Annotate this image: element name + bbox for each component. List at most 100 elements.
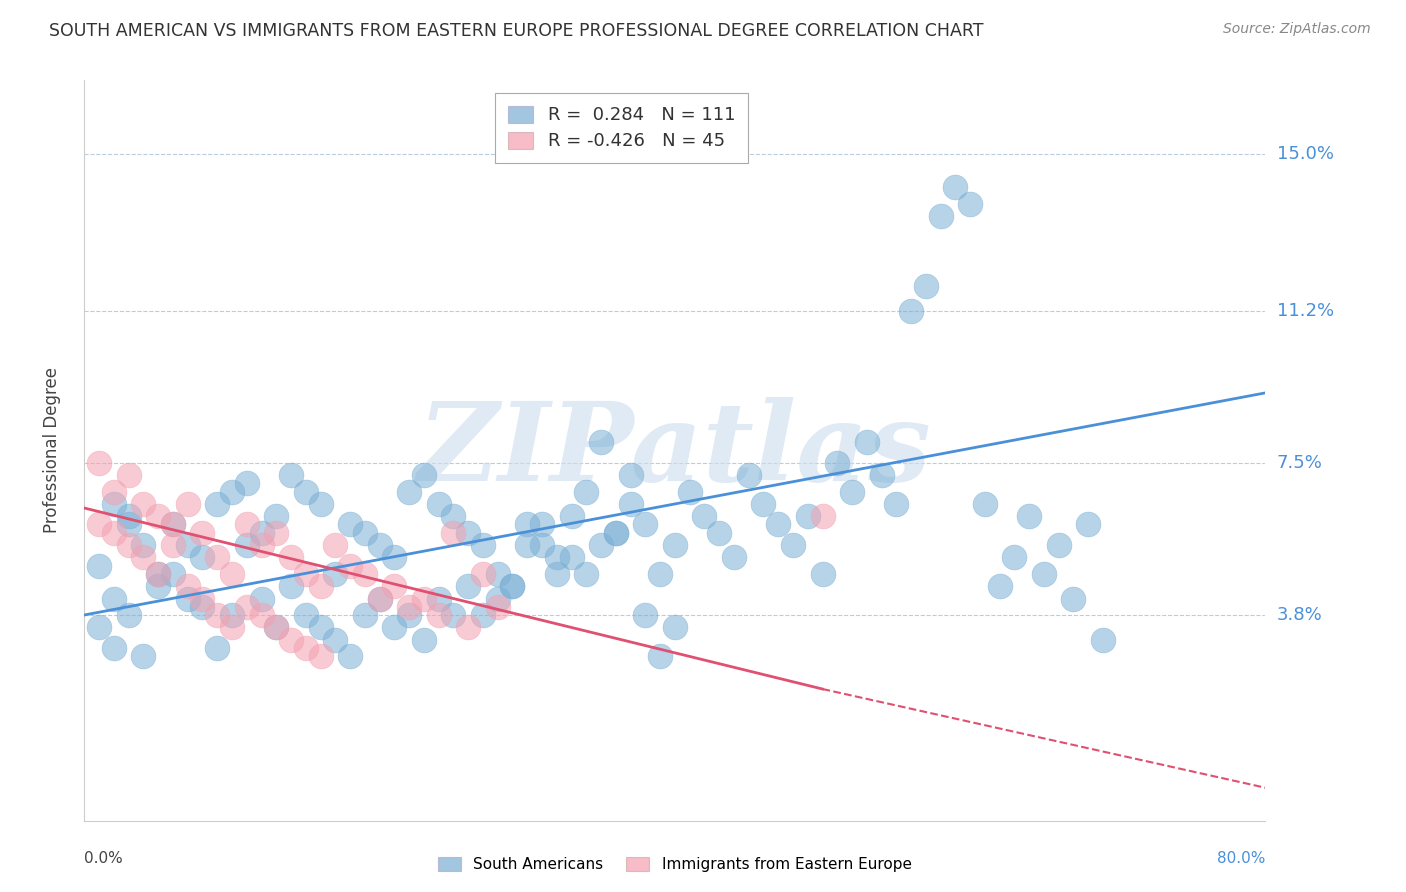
Point [811, 566, 834, 581]
Point [207, 550, 229, 565]
Point [988, 579, 1011, 593]
Point [516, 517, 538, 532]
Point [280, 579, 302, 593]
Point [486, 599, 509, 614]
Point [856, 435, 879, 450]
Point [177, 591, 200, 606]
Point [266, 620, 288, 634]
Point [354, 566, 377, 581]
Point [1077, 517, 1099, 532]
Point [605, 525, 627, 540]
Point [620, 468, 643, 483]
Text: 15.0%: 15.0% [1277, 145, 1333, 163]
Point [148, 579, 170, 593]
Point [295, 607, 318, 622]
Point [325, 566, 347, 581]
Point [546, 566, 568, 581]
Text: 7.5%: 7.5% [1277, 454, 1323, 472]
Point [768, 517, 790, 532]
Point [443, 509, 465, 524]
Point [325, 538, 347, 552]
Point [561, 550, 583, 565]
Point [1047, 538, 1070, 552]
Point [103, 640, 125, 655]
Point [723, 550, 745, 565]
Point [132, 649, 155, 664]
Point [531, 517, 554, 532]
Point [103, 525, 125, 540]
Point [634, 517, 657, 532]
Point [87, 456, 111, 470]
Point [679, 484, 702, 499]
Point [738, 468, 761, 483]
Point [472, 566, 495, 581]
Point [87, 517, 111, 532]
Point [501, 579, 523, 593]
Point [650, 566, 672, 581]
Point [531, 538, 554, 552]
Point [132, 550, 155, 565]
Point [280, 632, 302, 647]
Point [398, 607, 420, 622]
Point [575, 484, 598, 499]
Point [266, 620, 288, 634]
Text: 11.2%: 11.2% [1277, 301, 1334, 319]
Point [191, 550, 214, 565]
Point [295, 484, 318, 499]
Point [841, 484, 863, 499]
Point [870, 468, 893, 483]
Point [634, 607, 657, 622]
Point [118, 538, 141, 552]
Point [148, 566, 170, 581]
Point [1033, 566, 1056, 581]
Point [207, 607, 229, 622]
Point [472, 607, 495, 622]
Point [266, 525, 288, 540]
Point [118, 509, 141, 524]
Point [339, 517, 361, 532]
Point [177, 497, 200, 511]
Y-axis label: Professional Degree: Professional Degree [42, 368, 60, 533]
Point [561, 509, 583, 524]
Point [250, 607, 273, 622]
Point [309, 579, 332, 593]
Point [354, 525, 377, 540]
Point [132, 538, 155, 552]
Point [929, 209, 952, 223]
Point [191, 599, 214, 614]
Point [457, 579, 479, 593]
Point [457, 620, 479, 634]
Point [87, 558, 111, 573]
Point [162, 517, 184, 532]
Point [486, 591, 509, 606]
Point [162, 517, 184, 532]
Point [827, 456, 849, 470]
Point [382, 620, 406, 634]
Point [664, 620, 686, 634]
Point [472, 538, 495, 552]
Point [295, 640, 318, 655]
Point [886, 497, 908, 511]
Point [398, 599, 420, 614]
Point [368, 591, 391, 606]
Point [382, 550, 406, 565]
Point [162, 538, 184, 552]
Point [1018, 509, 1040, 524]
Point [221, 607, 243, 622]
Point [398, 484, 420, 499]
Point [339, 558, 361, 573]
Point [368, 538, 391, 552]
Point [339, 649, 361, 664]
Point [236, 517, 259, 532]
Legend: South Americans, Immigrants from Eastern Europe: South Americans, Immigrants from Eastern… [430, 849, 920, 880]
Point [221, 566, 243, 581]
Point [295, 566, 318, 581]
Point [368, 591, 391, 606]
Point [620, 497, 643, 511]
Point [103, 591, 125, 606]
Point [974, 497, 997, 511]
Point [1063, 591, 1085, 606]
Point [162, 566, 184, 581]
Point [177, 579, 200, 593]
Point [605, 525, 627, 540]
